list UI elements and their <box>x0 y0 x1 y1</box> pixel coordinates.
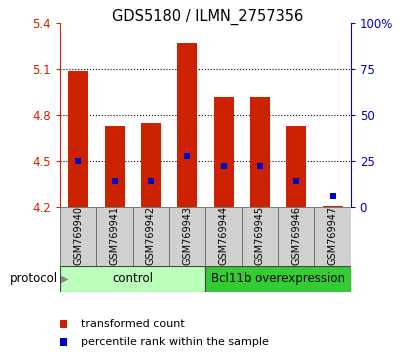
Bar <box>133 207 169 266</box>
Text: GDS5180 / ILMN_2757356: GDS5180 / ILMN_2757356 <box>112 9 303 25</box>
Bar <box>60 266 205 292</box>
Bar <box>278 207 315 266</box>
Text: GSM769942: GSM769942 <box>146 206 156 265</box>
Bar <box>205 266 351 292</box>
Bar <box>169 207 205 266</box>
Text: Bcl11b overexpression: Bcl11b overexpression <box>211 272 345 285</box>
Text: GSM769941: GSM769941 <box>110 206 120 265</box>
Text: GSM769940: GSM769940 <box>73 206 83 265</box>
Bar <box>214 97 234 207</box>
Text: protocol: protocol <box>10 272 58 285</box>
Bar <box>177 43 197 207</box>
Bar <box>205 207 242 266</box>
Bar <box>68 70 88 207</box>
Text: control: control <box>112 272 153 285</box>
Bar <box>141 123 161 207</box>
Bar <box>96 207 133 266</box>
Text: GSM769945: GSM769945 <box>255 206 265 265</box>
Bar <box>322 206 342 207</box>
Bar <box>250 97 270 207</box>
Text: GSM769943: GSM769943 <box>182 206 192 265</box>
Text: GSM769947: GSM769947 <box>327 206 337 265</box>
Text: percentile rank within the sample: percentile rank within the sample <box>81 337 269 347</box>
Text: transformed count: transformed count <box>81 319 184 329</box>
Bar <box>315 207 351 266</box>
Bar <box>286 126 306 207</box>
Bar <box>60 207 96 266</box>
Bar <box>242 207 278 266</box>
Text: GSM769946: GSM769946 <box>291 206 301 265</box>
Bar <box>105 126 124 207</box>
Text: GSM769944: GSM769944 <box>219 206 229 265</box>
Text: ▶: ▶ <box>61 274 68 284</box>
